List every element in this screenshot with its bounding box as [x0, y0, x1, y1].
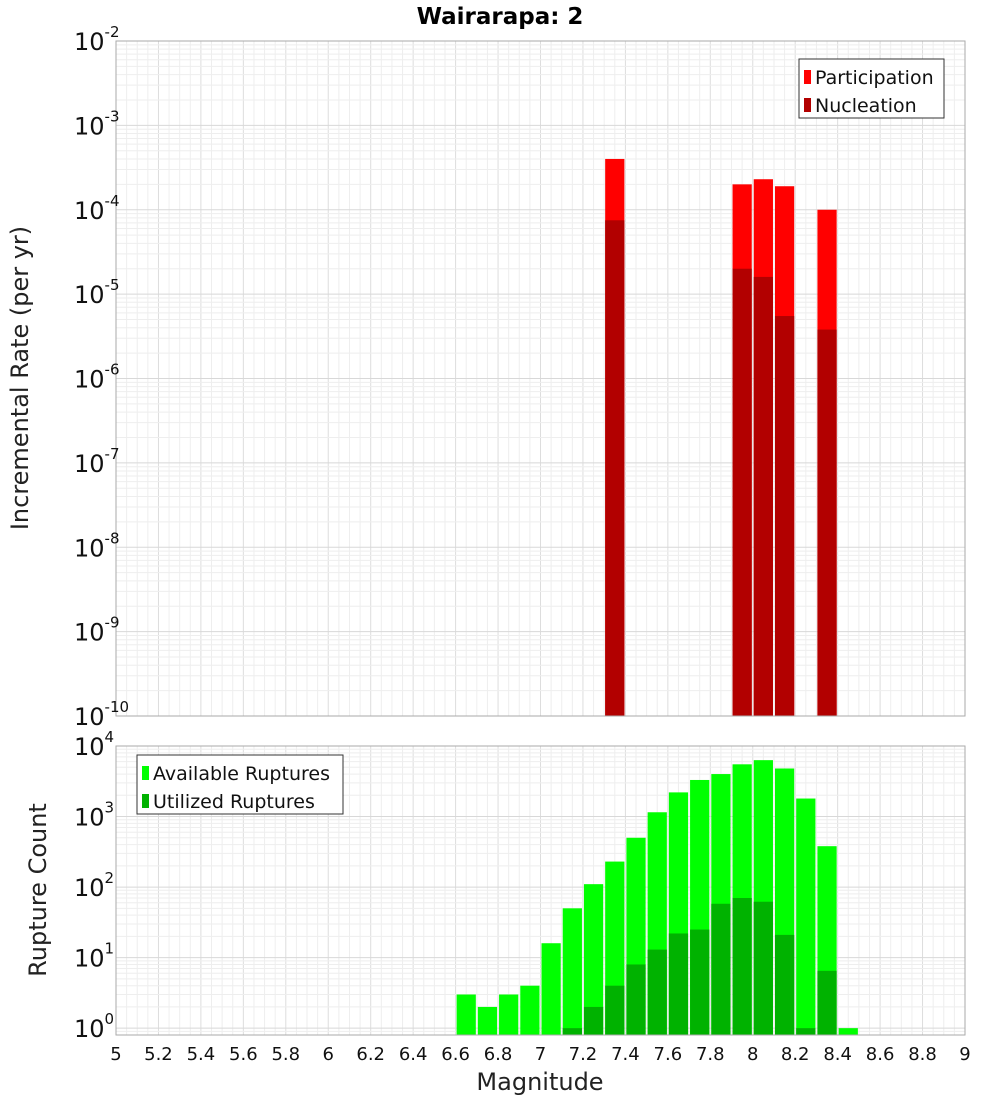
y-tick-label: 10-2 [74, 23, 120, 56]
legend-swatch [804, 98, 811, 112]
bar-available-ruptures [499, 994, 519, 1035]
x-axis-label: Magnitude [476, 1068, 603, 1096]
bar-utilized-ruptures [605, 985, 625, 1035]
x-tick-label: 8.6 [866, 1044, 895, 1065]
bar-available-ruptures [520, 985, 540, 1035]
bar-utilized-ruptures [796, 1028, 816, 1035]
y-tick-label: 10-7 [74, 445, 120, 478]
bar-available-ruptures [456, 994, 476, 1035]
x-tick-label: 7.6 [654, 1044, 683, 1065]
x-tick-label: 8.4 [823, 1044, 852, 1065]
top-y-tick-labels: 10-10 10-9 10-8 10-7 10-6 10-5 10-4 10-3 10-2 [74, 23, 129, 731]
x-tick-label: 6.8 [484, 1044, 513, 1065]
y-tick-label: 10-3 [74, 107, 120, 140]
x-tick-labels: 5 5.2 5.4 5.6 5.8 6 6.2 6.4 6.6 6.8 7 7.2 7.4 7.6 7.8 8… [110, 1044, 970, 1065]
y-tick-label: 10-4 [74, 192, 120, 225]
x-tick-label: 6.2 [356, 1044, 385, 1065]
x-tick-label: 8.2 [781, 1044, 810, 1065]
bar-available-ruptures [477, 1006, 498, 1035]
bar-utilized-ruptures [732, 898, 752, 1035]
x-tick-label: 7.8 [696, 1044, 725, 1065]
y-tick-label: 102 [74, 869, 114, 902]
x-tick-label: 9 [959, 1044, 970, 1065]
x-tick-label: 5.4 [187, 1044, 216, 1065]
legend-label: Participation [815, 67, 934, 89]
legend-swatch [142, 794, 149, 808]
x-tick-label: 5.6 [229, 1044, 258, 1065]
bar-utilized-ruptures [690, 929, 710, 1035]
x-tick-label: 7 [535, 1044, 546, 1065]
x-tick-label: 5.2 [144, 1044, 173, 1065]
top-plot-grid [115, 40, 966, 717]
legend-box [798, 58, 945, 119]
y-tick-label: 10-10 [74, 698, 129, 731]
legend-label: Available Ruptures [153, 763, 330, 785]
top-y-axis-label: Incremental Rate (per yr) [6, 226, 34, 530]
legend-swatch [804, 70, 811, 84]
y-tick-label: 10-6 [74, 361, 120, 394]
x-tick-label: 8 [747, 1044, 758, 1065]
y-tick-label: 104 [74, 728, 114, 761]
top-legend: Participation Nucleation [798, 58, 945, 119]
bar-nucleation [817, 329, 837, 716]
bar-utilized-ruptures [647, 949, 667, 1035]
y-tick-label: 10-5 [74, 276, 120, 309]
bar-utilized-ruptures [562, 1028, 582, 1035]
bar-utilized-ruptures [668, 933, 689, 1035]
bottom-plot-frame [115, 745, 966, 1036]
x-tick-label: 6 [323, 1044, 334, 1065]
bar-utilized-ruptures [774, 934, 795, 1035]
bar-utilized-ruptures [583, 1006, 604, 1035]
bar-nucleation [605, 220, 625, 717]
x-tick-label: 7.2 [569, 1044, 598, 1065]
y-tick-label: 103 [74, 799, 114, 832]
bottom-y-tick-labels: 100 101 102 103 104 [74, 728, 114, 1043]
bar-available-ruptures [562, 908, 582, 1035]
top-plot-bars [605, 158, 837, 717]
bar-nucleation [774, 316, 795, 716]
x-tick-label: 5 [110, 1044, 121, 1065]
bar-available-ruptures [838, 1028, 858, 1035]
legend-label: Utilized Ruptures [153, 791, 315, 813]
bar-nucleation [753, 276, 773, 716]
bar-available-ruptures [583, 884, 604, 1035]
bar-utilized-ruptures [626, 964, 646, 1035]
bottom-legend: Available Ruptures Utilized Ruptures [136, 754, 344, 815]
bar-utilized-ruptures [817, 970, 837, 1035]
top-plot-frame [115, 40, 966, 717]
x-tick-label: 6.4 [399, 1044, 428, 1065]
y-tick-label: 10-9 [74, 614, 120, 647]
y-tick-label: 100 [74, 1010, 114, 1043]
legend-box [136, 754, 344, 815]
y-tick-label: 10-8 [74, 529, 120, 562]
y-tick-label: 101 [74, 940, 114, 973]
chart-title: Wairarapa: 2 [417, 4, 584, 30]
bar-utilized-ruptures [711, 903, 731, 1035]
x-tick-label: 7.4 [611, 1044, 640, 1065]
bottom-plot-bars [456, 760, 858, 1035]
legend-label: Nucleation [815, 95, 917, 117]
bar-available-ruptures [796, 798, 816, 1035]
bar-available-ruptures [541, 943, 561, 1035]
bottom-y-axis-label: Rupture Count [24, 803, 52, 977]
x-tick-label: 8.8 [908, 1044, 937, 1065]
legend-swatch [142, 766, 149, 780]
bar-utilized-ruptures [753, 901, 773, 1035]
bar-nucleation [732, 268, 752, 716]
x-tick-label: 6.6 [441, 1044, 470, 1065]
x-tick-label: 5.8 [271, 1044, 300, 1065]
